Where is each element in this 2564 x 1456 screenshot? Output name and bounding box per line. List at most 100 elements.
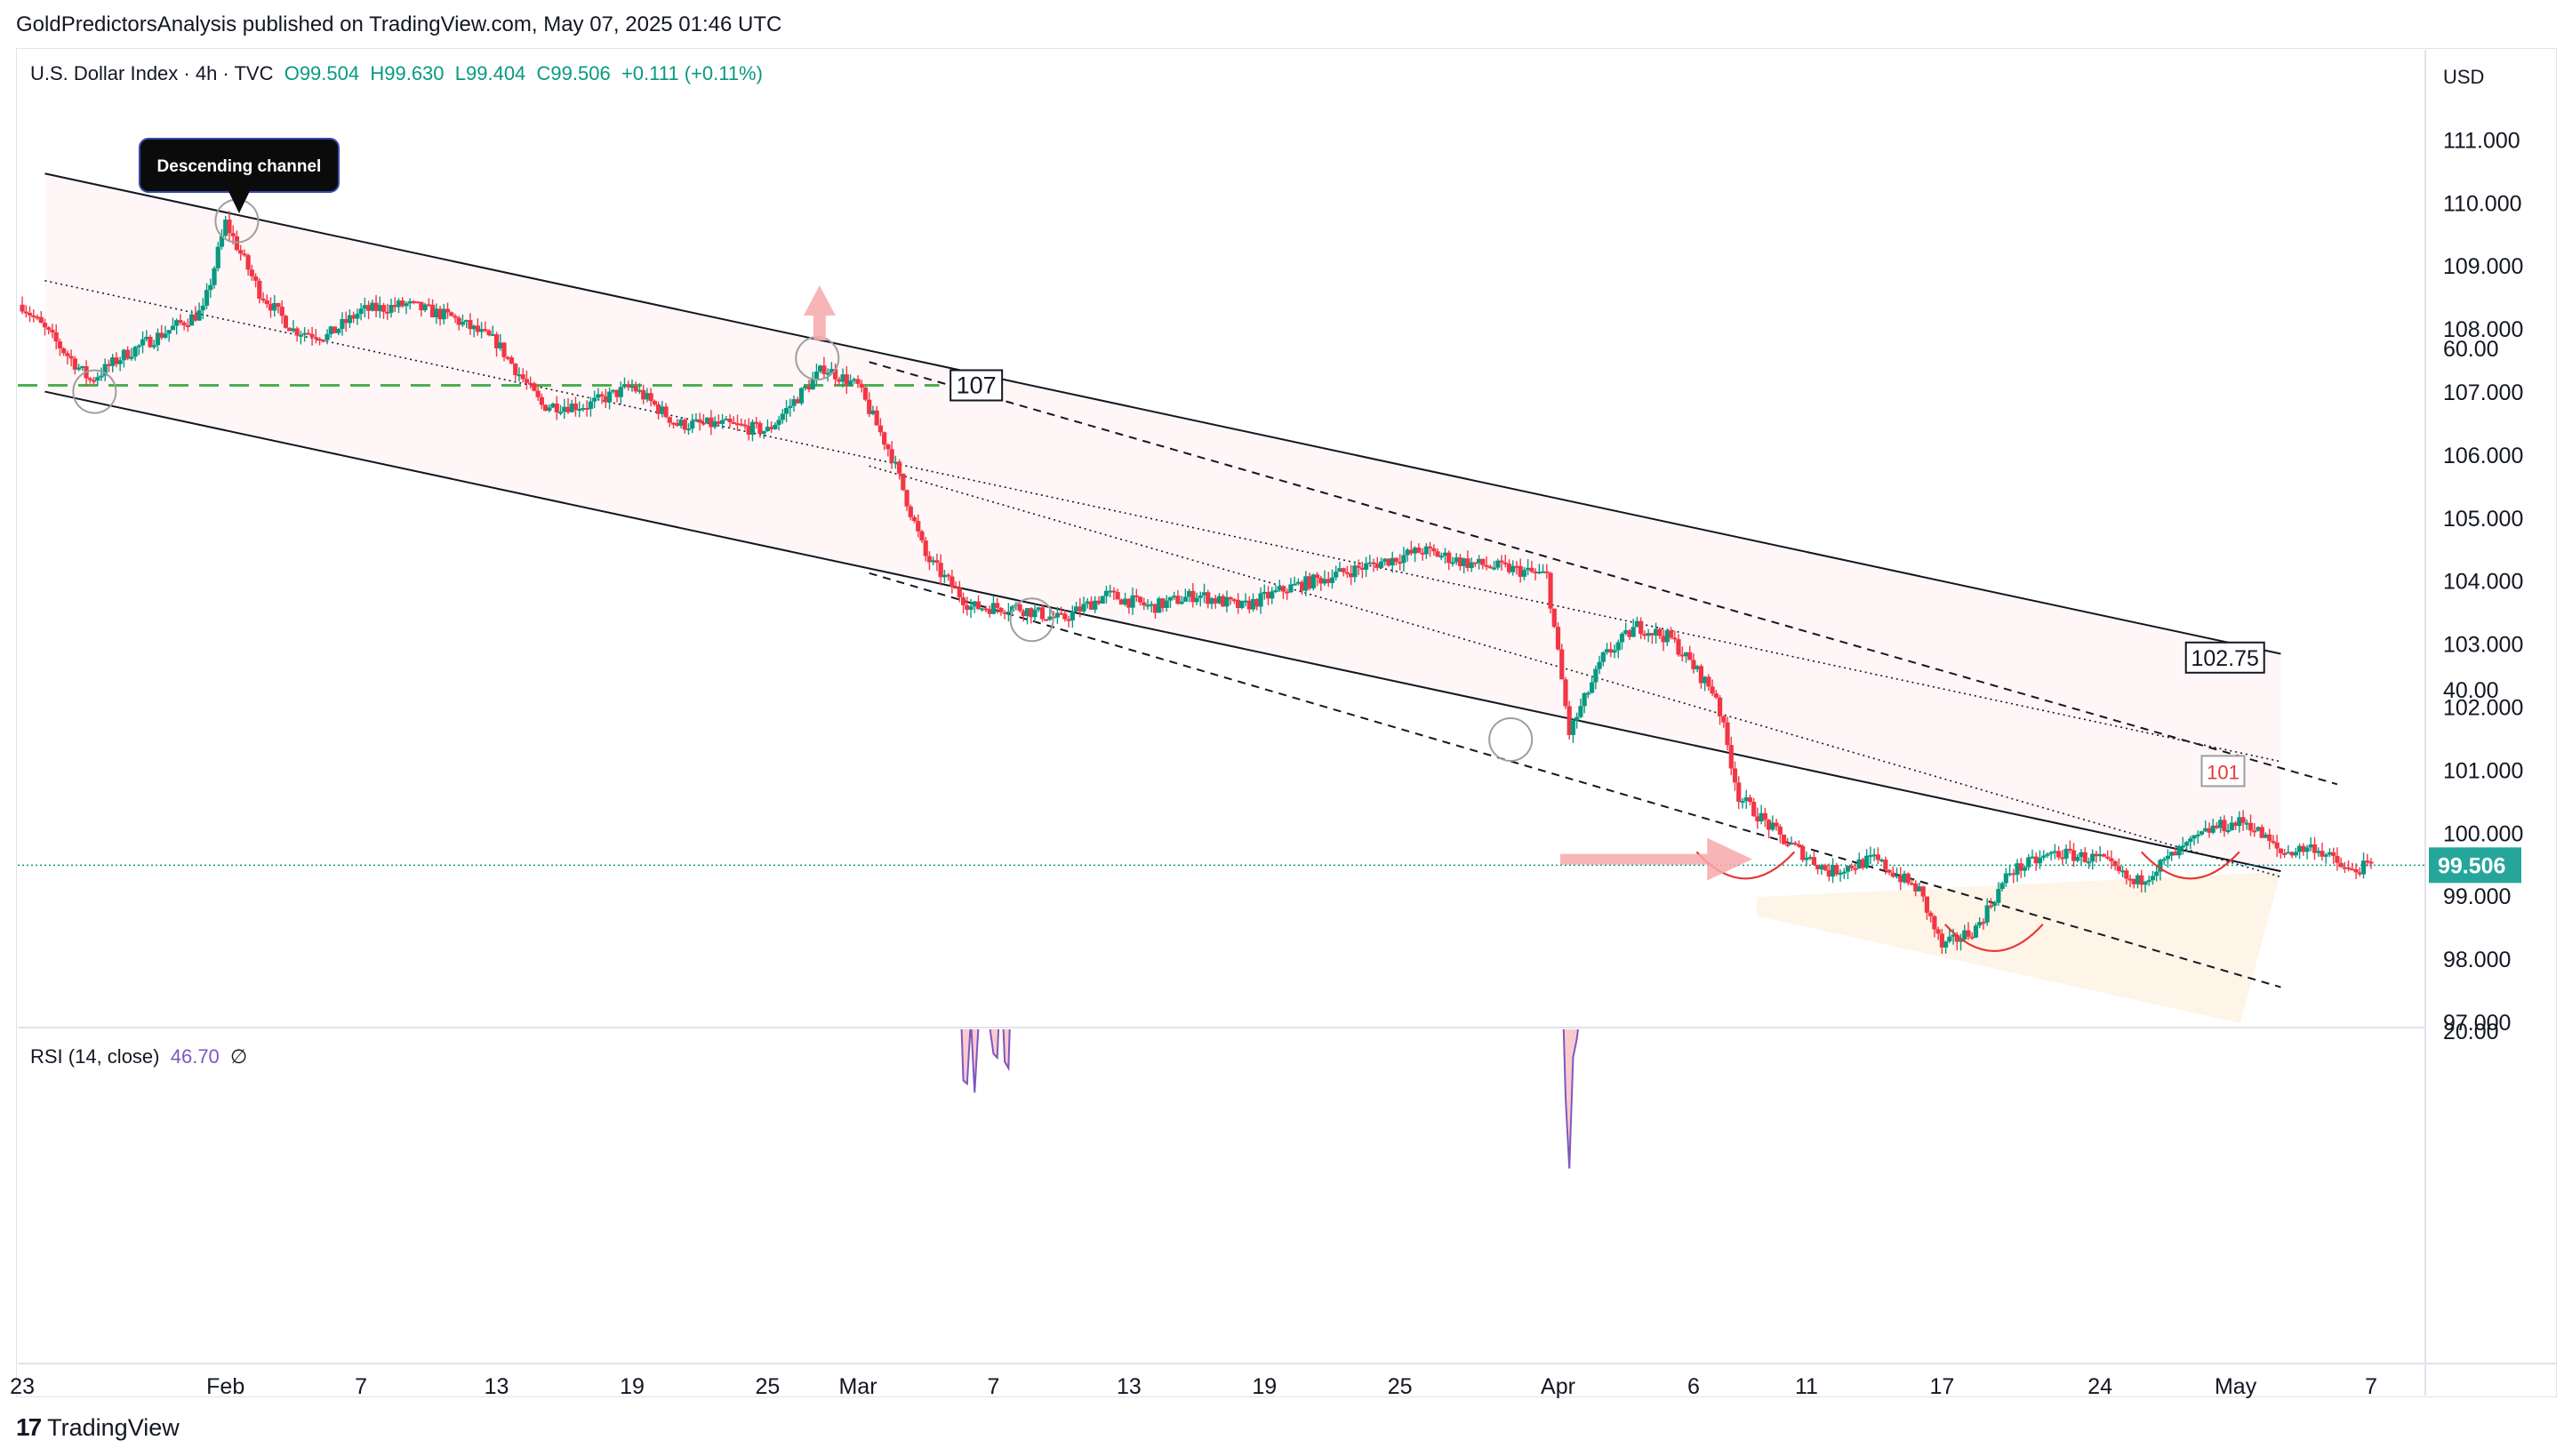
- candle-body: [844, 374, 849, 386]
- candle-body: [1442, 552, 1448, 556]
- candle-body: [1612, 650, 1617, 653]
- candle-body: [2097, 854, 2103, 857]
- candle-body: [1085, 601, 1090, 604]
- candle-body: [2037, 857, 2043, 864]
- pivot-circle: [1009, 597, 1054, 643]
- candle-body: [1160, 598, 1166, 608]
- candle-body: [1713, 693, 1719, 698]
- candle-body: [2237, 817, 2242, 827]
- candle-body: [291, 328, 296, 332]
- price-tick-label: 106.000: [2443, 444, 2523, 468]
- candle-body: [189, 314, 195, 326]
- candle-body: [1454, 557, 1459, 563]
- candle-body: [1326, 579, 1331, 583]
- rsi-oversold-fill: [1563, 1029, 1578, 1169]
- footer-brand[interactable]: 17 TradingView: [16, 1413, 180, 1442]
- candle-body: [302, 332, 308, 335]
- candle-body: [1747, 797, 1753, 803]
- candle-body: [1849, 866, 1855, 868]
- candle-body: [2003, 873, 2008, 884]
- candle-body: [1999, 883, 2005, 890]
- candle-body: [2033, 856, 2039, 864]
- candle-body: [1751, 802, 1757, 817]
- candle-body: [1928, 912, 1934, 916]
- candle-body: [1691, 660, 1696, 669]
- candle-body: [2222, 820, 2227, 832]
- candle-body: [316, 339, 323, 341]
- candle-body: [1201, 592, 1207, 596]
- candle-body: [874, 410, 879, 426]
- candle-body: [219, 236, 225, 247]
- candle-body: [660, 406, 665, 414]
- candle-body: [2048, 852, 2054, 854]
- candle-body: [1262, 591, 1267, 594]
- candle-body: [1563, 679, 1568, 707]
- candle-body: [1657, 628, 1663, 636]
- candle-body: [106, 364, 112, 366]
- candle-body: [614, 389, 620, 397]
- candle-body: [1811, 857, 1817, 865]
- rsi-pane[interactable]: [18, 93, 2425, 1169]
- candle-body: [2075, 856, 2080, 861]
- candle-body: [426, 304, 431, 307]
- candle-body: [513, 364, 518, 375]
- candle-body: [1672, 637, 1678, 640]
- candle-body: [690, 420, 695, 429]
- rsi-legend[interactable]: RSI (14, close) 46.70 ∅: [30, 1045, 247, 1068]
- candle-body: [539, 396, 544, 405]
- candle-body: [1977, 922, 1983, 926]
- candle-body: [734, 423, 741, 426]
- candle-body: [456, 317, 461, 325]
- candle-body: [1909, 883, 1915, 885]
- candle-body: [144, 336, 149, 340]
- rsi-oversold-fill: [541, 861, 557, 932]
- candle-body: [1047, 616, 1053, 620]
- candle-body: [411, 300, 417, 303]
- candle-body: [475, 325, 480, 332]
- candle-body: [1649, 633, 1655, 636]
- candle-body: [174, 320, 180, 326]
- candle-body: [987, 609, 992, 614]
- candle-body: [238, 250, 244, 254]
- candle-body: [1480, 558, 1486, 565]
- candle-body: [1111, 590, 1117, 593]
- candle-body: [1420, 552, 1425, 555]
- candle-body: [1913, 883, 1919, 892]
- level-label-102-75: 102.75: [2191, 646, 2258, 671]
- candle-body: [1164, 600, 1169, 608]
- candle-body: [931, 560, 936, 563]
- candle-body: [678, 420, 684, 426]
- pivot-circle: [72, 369, 117, 414]
- symbol-legend[interactable]: U.S. Dollar Index · 4h · TVC O99.504 H99…: [30, 62, 763, 85]
- candle-body: [65, 353, 70, 356]
- currency-label[interactable]: USD: [2443, 66, 2485, 88]
- candle-body: [441, 308, 446, 320]
- channel-lower-line: [44, 390, 2281, 873]
- publisher-line: GoldPredictorsAnalysis published on Trad…: [16, 12, 782, 36]
- candle-body: [2090, 853, 2095, 862]
- candle-body: [1698, 666, 1703, 684]
- candle-body: [2079, 852, 2084, 857]
- candle-body: [946, 574, 951, 577]
- rounded-bottom-curve: [1943, 924, 2044, 952]
- candle-body: [2323, 854, 2328, 857]
- candle-body: [1186, 590, 1192, 597]
- candle-body: [2082, 852, 2087, 862]
- candle-body: [2207, 828, 2212, 833]
- candle-body: [1352, 565, 1358, 578]
- candle-body: [2335, 855, 2340, 863]
- candle-body: [1679, 654, 1685, 657]
- candle-body: [818, 365, 823, 372]
- candle-body: [1295, 581, 1301, 584]
- candle-body: [2225, 829, 2231, 832]
- candle-body: [2289, 852, 2295, 856]
- candle-body: [2109, 858, 2114, 861]
- candle-body: [370, 302, 375, 311]
- candle-body: [1506, 564, 1512, 572]
- candle-body: [264, 300, 269, 305]
- candle-body: [20, 304, 25, 312]
- price-pane[interactable]: Descending channel 107 102.75 101: [18, 138, 2425, 1023]
- candle-body: [1664, 630, 1670, 643]
- candle-body: [1103, 590, 1110, 596]
